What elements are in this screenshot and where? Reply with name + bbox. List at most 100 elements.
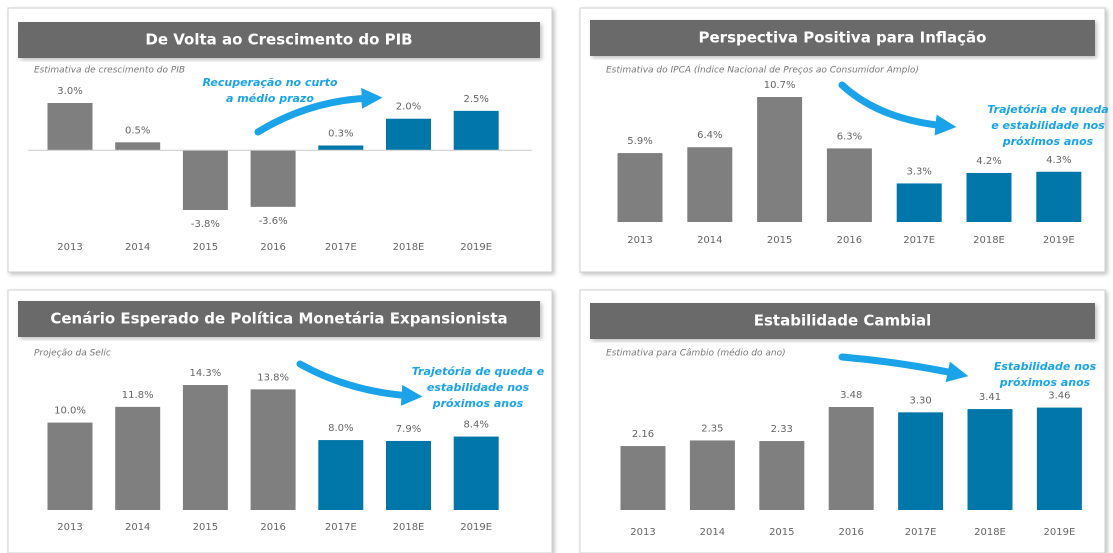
annotation: Recuperação no curto (202, 76, 337, 89)
subtitle: Estimativa para Câmbio (médio do ano) (606, 348, 786, 359)
x-tick-label: 2015 (193, 522, 218, 533)
value-label: -3.6% (259, 216, 288, 227)
annotation: Estabilidade nos (994, 360, 1097, 373)
x-tick-label: 2015 (767, 235, 792, 246)
subtitle: Estimativa do IPCA (Índice Nacional de P… (606, 64, 919, 76)
value-label: 3.41 (979, 392, 1001, 403)
value-label: -3.8% (191, 219, 220, 230)
value-label: 2.5% (463, 94, 488, 105)
bar (182, 385, 228, 510)
value-label: 2.33 (771, 424, 793, 435)
bar (182, 150, 228, 210)
x-tick-label: 2016 (260, 242, 285, 253)
bar (967, 409, 1013, 510)
x-tick-label: 2019E (460, 522, 492, 533)
chart-title: Cenário Esperado de Política Monetária E… (50, 310, 507, 328)
bar (1036, 171, 1082, 222)
annotation: Trajetória de queda e (412, 365, 545, 378)
annotation: próximos anos (1002, 135, 1094, 148)
x-tick-label: 2017E (905, 527, 937, 538)
x-tick-label: 2017E (325, 522, 357, 533)
bar (828, 407, 874, 510)
title-bar (590, 303, 1095, 339)
subtitle: Projeção da Selic (34, 349, 111, 359)
bar (757, 97, 803, 222)
x-tick-label: 2016 (837, 235, 862, 246)
x-tick-label: 2015 (193, 242, 218, 253)
bar (898, 412, 944, 510)
x-tick-label: 2014 (697, 235, 722, 246)
arrow (254, 87, 383, 136)
bar (250, 150, 296, 207)
bar (453, 110, 499, 151)
x-tick-label: 2013 (630, 527, 655, 538)
bar (689, 440, 735, 510)
x-tick-label: 2017E (325, 242, 357, 253)
bar (318, 440, 364, 510)
value-label: 8.0% (328, 423, 353, 434)
bar (453, 436, 499, 510)
x-tick-label: 2015 (769, 527, 794, 538)
value-label: 2.0% (396, 102, 421, 113)
x-tick-label: 2016 (260, 522, 285, 533)
x-tick-label: 2014 (125, 242, 150, 253)
bar (386, 118, 431, 151)
bar (687, 147, 733, 222)
value-label: 7.9% (396, 424, 421, 435)
title-bar (18, 22, 540, 58)
chart-title: Estabilidade Cambial (754, 312, 932, 330)
value-label: 14.3% (190, 368, 222, 379)
value-label: 5.9% (627, 136, 652, 147)
bar (620, 446, 666, 510)
value-label: 3.46 (1048, 391, 1070, 402)
annotation: a médio prazo (226, 92, 314, 105)
title-bar (18, 301, 540, 337)
annotation: estabilidade nos (427, 381, 530, 394)
value-label: 0.3% (328, 128, 353, 139)
value-label: 0.5% (125, 125, 150, 136)
bar (966, 172, 1012, 222)
arrow (838, 81, 957, 136)
annotation: Trajetória de queda (987, 103, 1108, 116)
x-tick-label: 2016 (838, 527, 863, 538)
arrow (838, 353, 969, 383)
bar (386, 440, 431, 510)
value-label: 3.48 (840, 390, 862, 401)
bar (115, 142, 161, 151)
chart-title: Perspectiva Positiva para Inflação (699, 29, 987, 47)
value-label: 3.30 (909, 395, 931, 406)
value-label: 3.0% (57, 86, 82, 97)
value-label: 10.7% (764, 80, 796, 91)
x-tick-label: 2014 (700, 527, 725, 538)
x-tick-label: 2017E (903, 235, 935, 246)
value-label: 3.3% (906, 166, 931, 177)
value-label: 10.0% (54, 406, 86, 417)
bar (759, 441, 805, 510)
x-tick-label: 2013 (57, 242, 82, 253)
value-label: 4.2% (976, 156, 1001, 167)
value-label: 2.35 (701, 423, 723, 434)
bar (896, 183, 942, 222)
x-tick-label: 2014 (125, 522, 150, 533)
bar (47, 103, 93, 151)
value-label: 13.8% (257, 372, 289, 383)
bar (1036, 407, 1082, 510)
annotation: próximos anos (432, 397, 524, 410)
arrow (296, 360, 423, 406)
value-label: 4.3% (1046, 155, 1071, 166)
bar (115, 406, 161, 510)
x-tick-label: 2018E (393, 242, 425, 253)
value-label: 6.4% (697, 130, 722, 141)
value-label: 2.16 (632, 429, 654, 440)
bar (47, 422, 93, 510)
x-tick-label: 2018E (974, 527, 1006, 538)
x-tick-label: 2013 (57, 522, 82, 533)
x-tick-label: 2019E (460, 242, 492, 253)
chart-title: De Volta ao Crescimento do PIB (145, 31, 412, 49)
x-tick-label: 2018E (973, 235, 1005, 246)
title-bar (590, 20, 1095, 56)
annotation: e estabilidade nos (991, 119, 1105, 132)
x-tick-label: 2013 (627, 235, 652, 246)
bar (617, 153, 663, 222)
